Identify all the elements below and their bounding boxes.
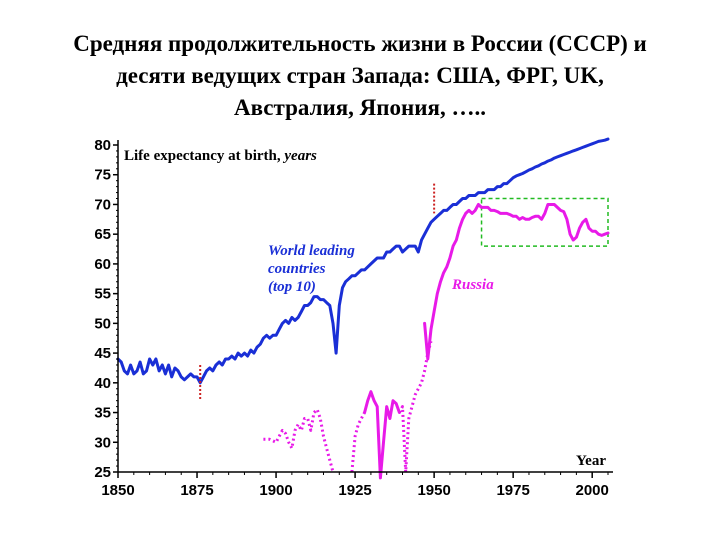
slide-title-line-3: Австралия, Япония, ….. — [233, 95, 486, 120]
slide-title: Средняя продолжительность жизни в России… — [0, 28, 720, 124]
y-tick-label: 35 — [94, 405, 111, 422]
annotation-world-leading: (top 10) — [268, 279, 316, 295]
x-tick-label: 1875 — [180, 482, 213, 499]
y-tick-label: 80 — [94, 137, 111, 154]
plot-background — [105, 138, 615, 490]
y-tick-label: 45 — [94, 345, 111, 362]
annotation-world-leading: World leading — [268, 243, 355, 259]
series-line-russia-segment-3 — [363, 390, 401, 480]
y-tick-label: 30 — [94, 434, 111, 451]
slide-title-line-1: Средняя продолжительность жизни в России… — [73, 31, 647, 56]
series-line-russia-segment-1 — [263, 408, 335, 473]
x-tick-label: 1900 — [259, 482, 292, 499]
y-tick-label: 60 — [94, 256, 111, 273]
y-tick-label: 70 — [94, 196, 111, 213]
y-tick-label: 25 — [94, 464, 111, 481]
x-tick-label: 1850 — [101, 482, 134, 499]
x-tick-label: 1975 — [496, 482, 529, 499]
highlight-box — [480, 197, 609, 247]
x-tick-label: 1950 — [417, 482, 450, 499]
series-line-russia-segment-4 — [398, 340, 433, 474]
y-tick-label: 65 — [94, 226, 111, 243]
y-tick-label: 75 — [94, 167, 111, 184]
slide-title-line-2: десяти ведущих стран Запада: США, ФРГ, U… — [116, 63, 604, 88]
chart-title: Life expectancy at birth, years — [124, 148, 317, 164]
x-tick-label: 2000 — [576, 482, 609, 499]
annotation-world-leading: countries — [268, 261, 326, 277]
x-tick-label: 1925 — [338, 482, 371, 499]
x-axis-label: Year — [576, 453, 606, 469]
series-line-russia-segment-5 — [423, 203, 610, 361]
y-tick-label: 55 — [94, 286, 111, 303]
annotation-russia: Russia — [451, 277, 494, 293]
y-tick-label: 40 — [94, 375, 111, 392]
y-tick-label: 50 — [94, 315, 111, 332]
